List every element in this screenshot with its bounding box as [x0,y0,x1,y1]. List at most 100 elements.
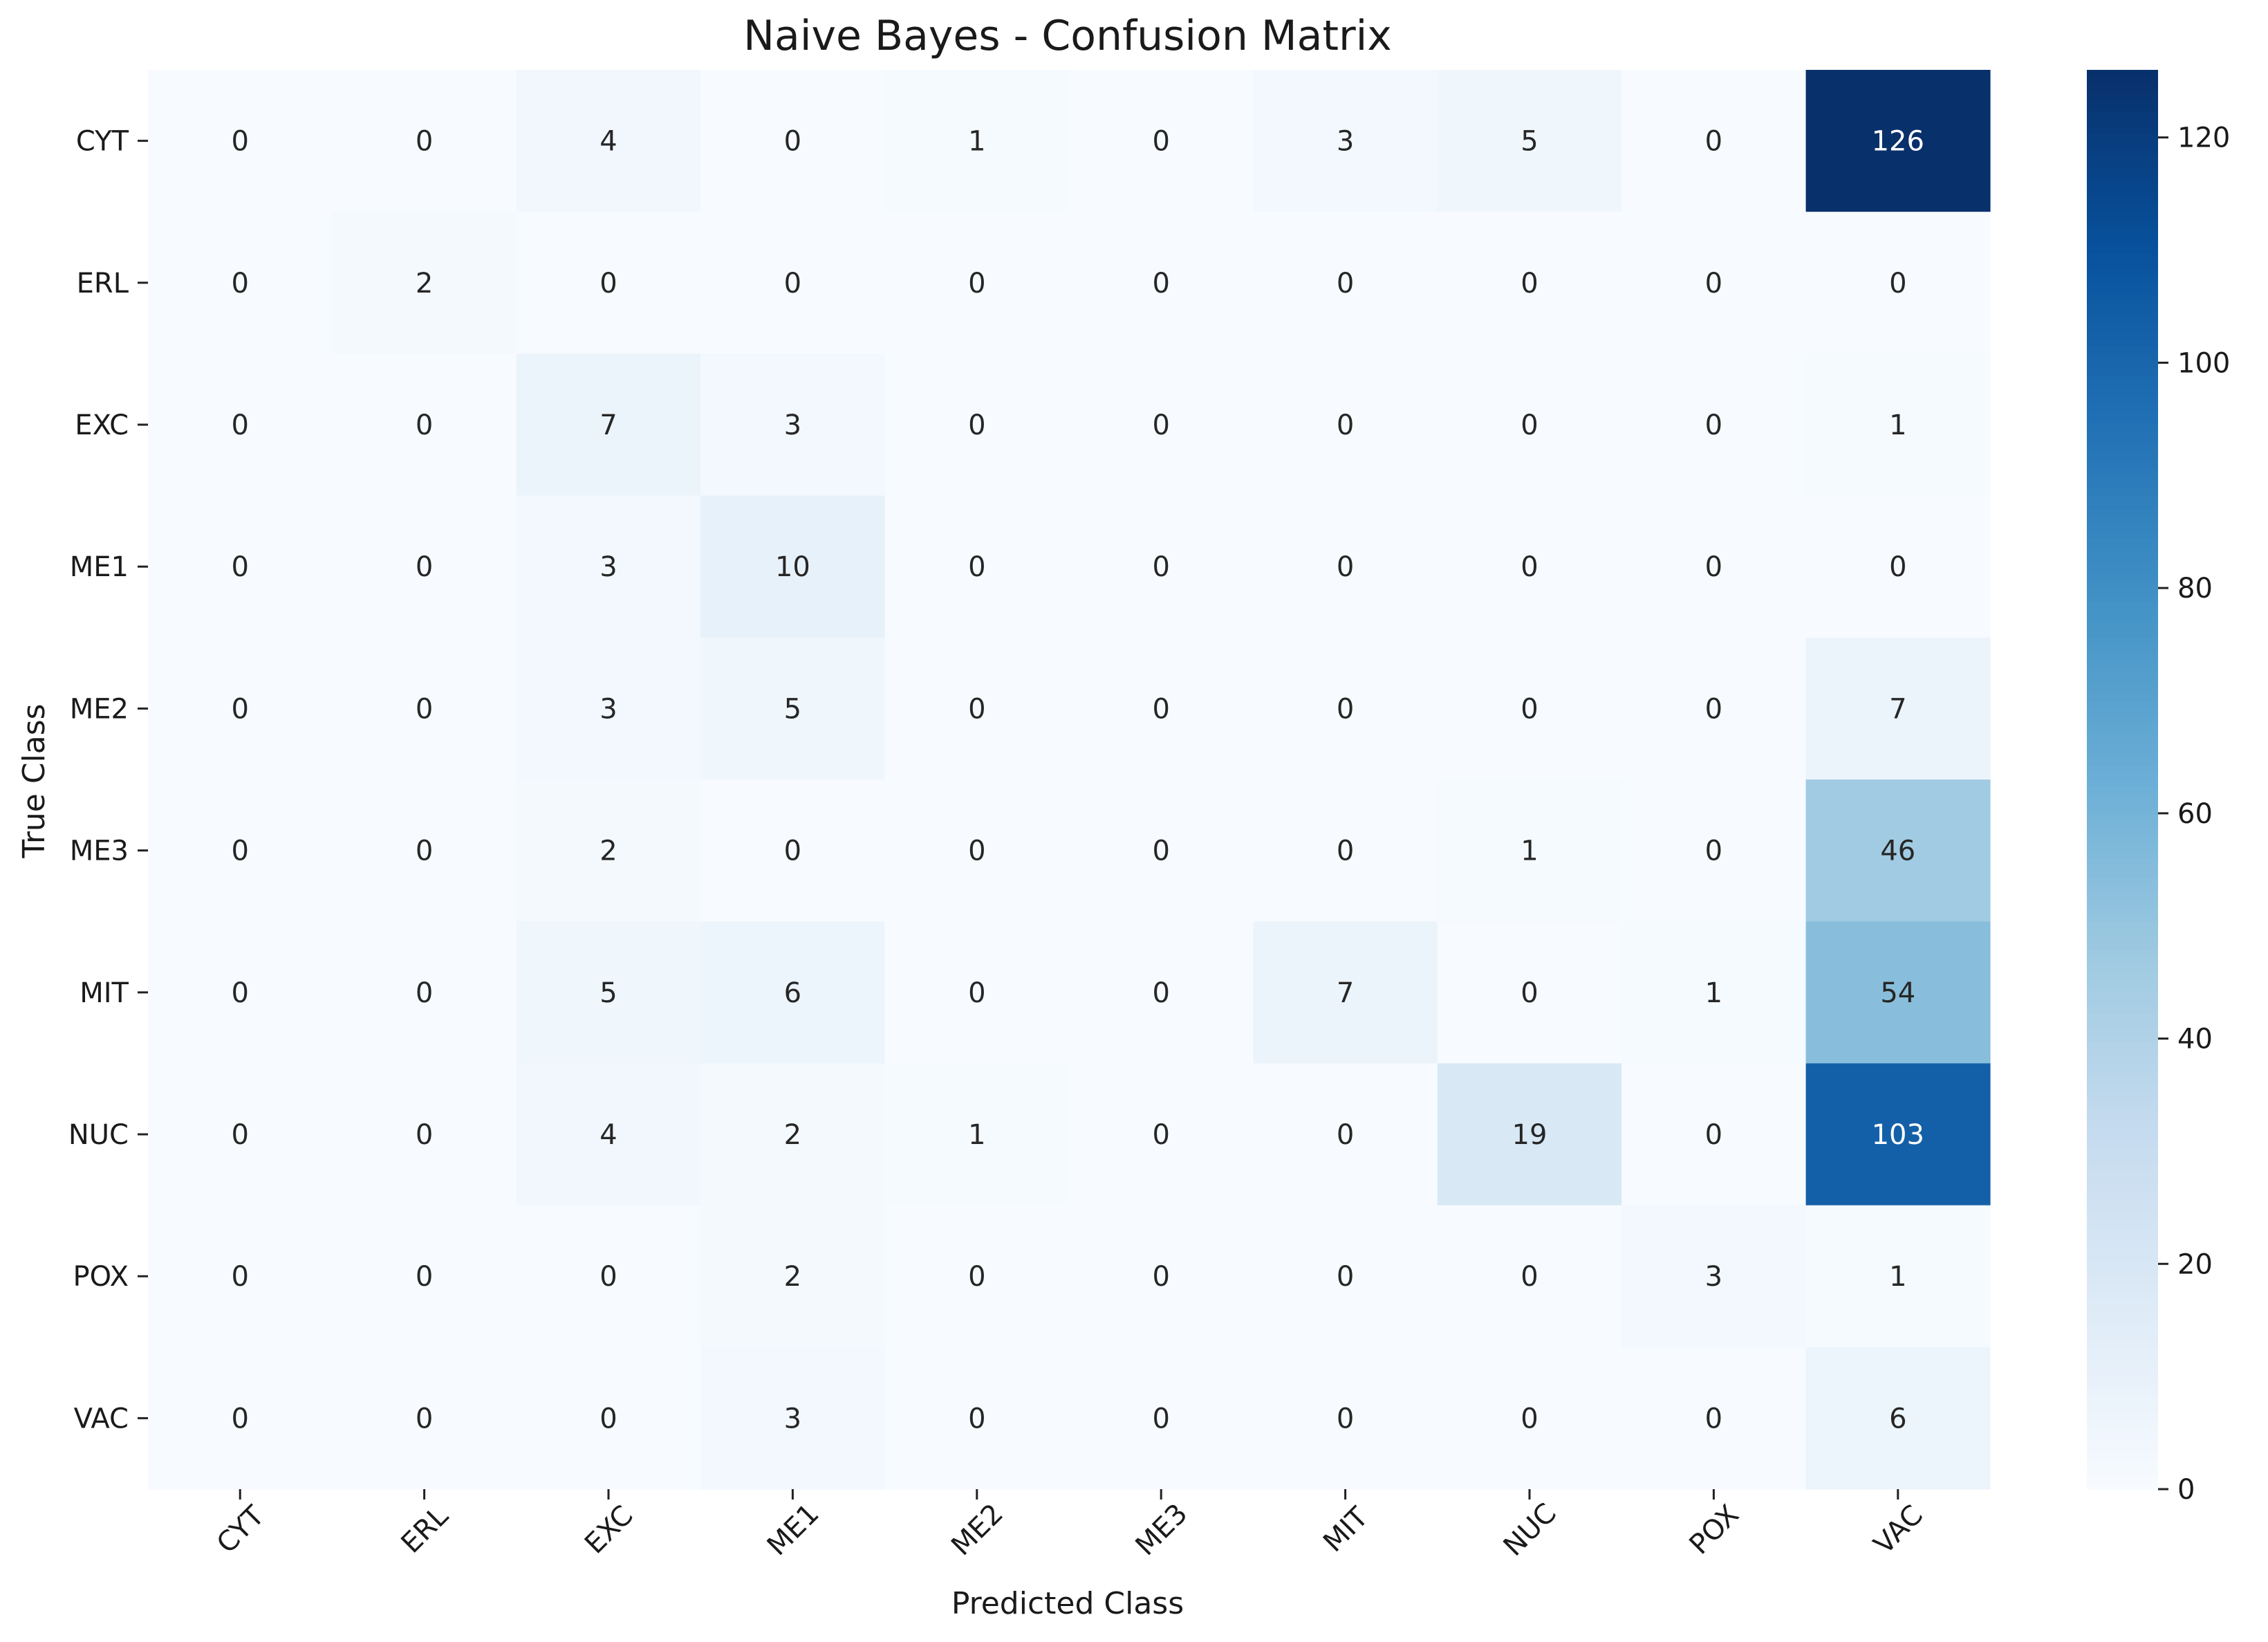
colorbar-gradient-segment [2087,1297,2158,1306]
colorbar-gradient-segment [2087,1460,2158,1469]
colorbar-gradient-segment [2087,439,2158,447]
colorbar-gradient-segment [2087,311,2158,319]
heatmap-cell [1437,353,1622,497]
colorbar-gradient-segment [2087,432,2158,440]
cell-value-label: 0 [1705,126,1722,158]
x-tick-label: NUC [1498,1497,1563,1562]
cell-value-label: 0 [231,977,248,1009]
cell-value-label: 0 [1337,268,1354,299]
y-tick-label: MIT [80,977,129,1009]
heatmap-cell [1253,780,1438,922]
colorbar-gradient-segment [2087,708,2158,717]
heatmap-cell [148,637,333,780]
heatmap-cell [1437,921,1622,1064]
colorbar-gradient-segment [2087,999,2158,1008]
colorbar-gradient-segment [2087,1446,2158,1455]
colorbar-gradient-segment [2087,921,2158,930]
heatmap-cell [884,70,1070,212]
cell-value-label: 0 [231,1119,248,1151]
colorbar-gradient-segment [2087,694,2158,702]
colorbar-gradient-segment [2087,1390,2158,1398]
cell-value-label: 0 [1152,1261,1169,1293]
colorbar-tick-label: 0 [2177,1474,2195,1506]
colorbar-gradient-segment [2087,1383,2158,1391]
x-tick-label: MIT [1317,1501,1375,1558]
heatmap-cell [700,1347,886,1490]
colorbar-gradient-segment [2087,616,2158,625]
cell-value-label: 0 [968,268,985,299]
colorbar-gradient-segment [2087,204,2158,212]
colorbar-gradient-segment [2087,1183,2158,1192]
cell-value-label: 0 [1705,1403,1722,1435]
heatmap-cell [1069,637,1254,780]
heatmap-cell [1069,1205,1254,1348]
colorbar-gradient-segment [2087,1354,2158,1363]
colorbar-gradient-segment [2087,1035,2158,1043]
colorbar-gradient-segment [2087,1290,2158,1298]
x-tick-label: ERL [396,1500,455,1559]
colorbar-gradient-segment [2087,857,2158,865]
cell-value-label: 0 [416,836,433,867]
colorbar-gradient-segment [2087,1418,2158,1426]
cell-value-label: 3 [599,551,617,583]
cell-value-label: 5 [599,977,617,1009]
colorbar-gradient-segment [2087,1468,2158,1476]
colorbar-gradient-segment [2087,1276,2158,1284]
x-tick-label: EXC [579,1500,639,1560]
colorbar-gradient-segment [2087,935,2158,943]
colorbar-gradient-segment [2087,1042,2158,1050]
colorbar-gradient-segment [2087,1226,2158,1235]
colorbar-tick-label: 120 [2177,122,2230,154]
colorbar-gradient-segment [2087,360,2158,369]
heatmap-cell [1621,353,1807,497]
y-tick-label: NUC [68,1119,129,1151]
colorbar-gradient-segment [2087,282,2158,290]
heatmap-cell [1805,1347,1991,1490]
colorbar-gradient-segment [2087,808,2158,816]
heatmap-cell [1253,70,1438,212]
colorbar-gradient-segment [2087,77,2158,85]
colorbar-gradient-segment [2087,836,2158,845]
colorbar-gradient-segment [2087,162,2158,170]
colorbar-gradient-segment [2087,417,2158,425]
cell-value-label: 1 [1889,1261,1906,1293]
colorbar-gradient-segment [2087,155,2158,163]
cell-value-label: 0 [1337,409,1354,441]
colorbar-gradient-segment [2087,84,2158,92]
colorbar-gradient-segment [2087,445,2158,454]
heatmap-cell [700,921,886,1064]
heatmap-cell [516,495,701,638]
colorbar-gradient-segment [2087,1098,2158,1107]
heatmap-cell [148,495,333,638]
colorbar-gradient-segment [2087,453,2158,461]
cell-value-label: 0 [231,693,248,725]
heatmap-cell [1253,1063,1438,1206]
y-tick-label: EXC [75,409,129,441]
colorbar-gradient-segment [2087,1283,2158,1291]
cell-value-label: 0 [784,126,801,158]
colorbar-gradient-segment [2087,1475,2158,1483]
colorbar-gradient-segment [2087,992,2158,1000]
cell-value-label: 0 [416,1119,433,1151]
colorbar-gradient-segment [2087,1347,2158,1355]
colorbar-gradient-segment [2087,1163,2158,1171]
cell-value-label: 0 [1152,409,1169,441]
heatmap-cell [332,637,517,780]
colorbar-gradient-segment [2087,1028,2158,1036]
cell-value-label: 0 [599,268,617,299]
colorbar-gradient-segment [2087,1205,2158,1213]
colorbar-gradient-segment [2087,332,2158,340]
cell-value-label: 2 [784,1119,801,1151]
colorbar-gradient-segment [2087,843,2158,851]
colorbar-gradient-segment [2087,658,2158,667]
cell-value-label: 0 [1521,977,1538,1009]
colorbar-gradient-segment [2087,885,2158,894]
heatmap-cell [700,780,886,922]
colorbar-gradient-segment [2087,1439,2158,1448]
colorbar-gradient-segment [2087,1411,2158,1419]
heatmap-cell [1253,495,1438,638]
y-tick-label: POX [73,1261,129,1293]
colorbar-gradient-segment [2087,517,2158,525]
colorbar-gradient-segment [2087,829,2158,837]
heatmap-cell [332,495,517,638]
